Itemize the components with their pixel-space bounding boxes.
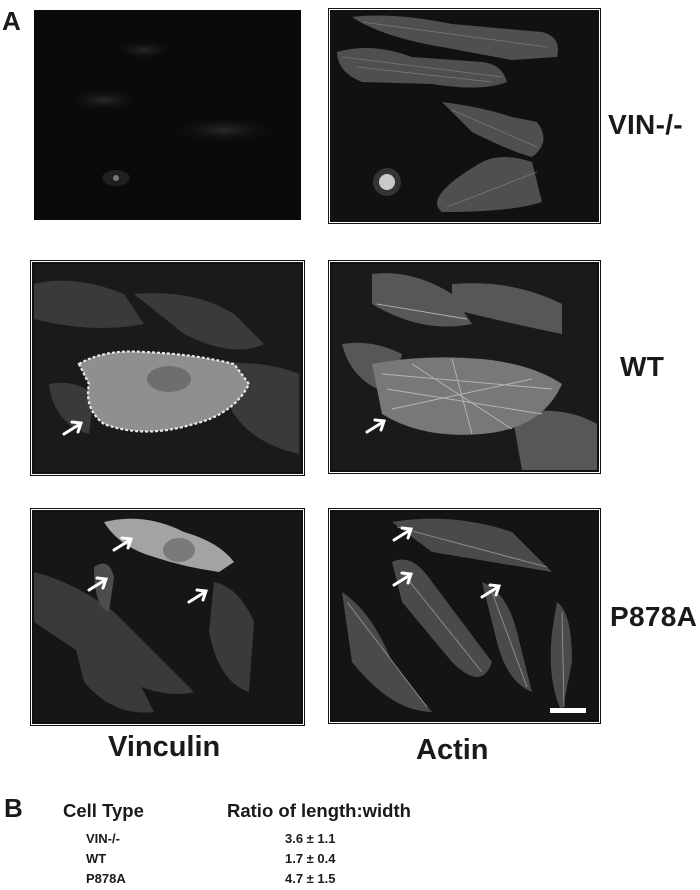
arrow-icon bbox=[365, 418, 387, 434]
table-cell-ratio: 1.7 ± 0.4 bbox=[285, 851, 336, 866]
micrograph-wt-actin bbox=[330, 262, 599, 472]
micrograph-wt-vinculin bbox=[32, 262, 303, 474]
arrow-icon bbox=[392, 526, 502, 599]
table-header-cell-type: Cell Type bbox=[63, 800, 144, 821]
panel-b-letter: B bbox=[4, 793, 23, 823]
table-cell-ratio: 3.6 ± 1.1 bbox=[285, 831, 336, 846]
table-cell-type: WT bbox=[86, 851, 107, 866]
row-label-vin-null: VIN-/- bbox=[608, 109, 683, 140]
table-cell-type: VIN-/- bbox=[86, 831, 120, 846]
arrow-icon bbox=[62, 420, 84, 436]
table-cell-ratio: 4.7 ± 1.5 bbox=[285, 871, 336, 886]
micrograph-vin-null-actin bbox=[330, 10, 599, 222]
arrow-icon bbox=[87, 536, 209, 604]
micrograph-vin-null-vinculin bbox=[34, 10, 301, 220]
panel-a-letter: A bbox=[2, 6, 21, 36]
micrograph-p878a-actin bbox=[330, 510, 599, 722]
scale-bar bbox=[550, 708, 586, 713]
column-label-vinculin: Vinculin bbox=[108, 731, 221, 763]
micrograph-p878a-vinculin bbox=[32, 510, 303, 724]
row-label-p878a: P878A bbox=[610, 601, 698, 632]
column-label-actin: Actin bbox=[416, 734, 489, 766]
table-cell-type: P878A bbox=[86, 871, 126, 886]
row-label-wt: WT bbox=[620, 351, 665, 382]
table-header-ratio: Ratio of length:width bbox=[227, 800, 411, 821]
